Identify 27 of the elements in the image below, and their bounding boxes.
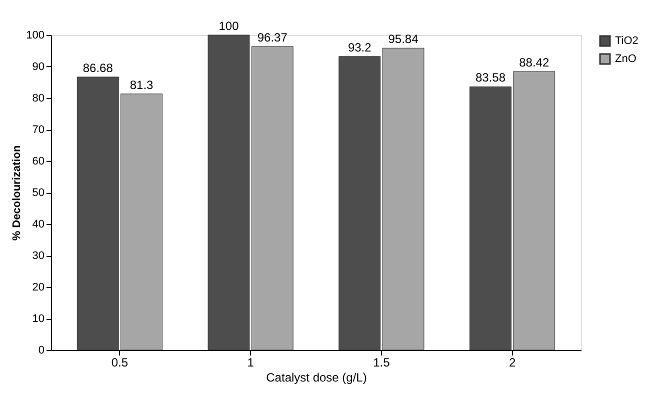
- data-label: 100: [218, 19, 240, 33]
- y-tick-label: 40: [32, 218, 44, 230]
- y-axis-title: % Decolourization: [11, 145, 24, 241]
- data-label: 96.37: [257, 30, 288, 44]
- y-tick-label: 20: [32, 282, 44, 294]
- x-tick-label: 0.5: [111, 356, 128, 370]
- y-tick-label: 100: [26, 30, 44, 42]
- legend-label: TiO2: [615, 35, 638, 47]
- y-tick-label: 60: [32, 156, 44, 168]
- y-tick-label: 80: [32, 92, 44, 104]
- x-tick-label: 2: [508, 356, 516, 370]
- data-label: 83.58: [475, 70, 506, 85]
- x-tick-label: 1.5: [373, 356, 390, 370]
- data-label: 86.68: [82, 60, 114, 75]
- data-label: 95.84: [388, 32, 419, 46]
- y-tick-label: 70: [32, 124, 44, 136]
- data-label: 88.42: [519, 55, 550, 70]
- y-tick-label: 10: [32, 313, 44, 325]
- y-tick-label: 50: [32, 187, 44, 199]
- x-tick-label: 1: [247, 356, 254, 370]
- x-axis-title: Catalyst dose (g/L): [266, 370, 367, 384]
- y-tick-label: 30: [32, 250, 44, 262]
- legend-label: ZnO: [615, 53, 637, 65]
- y-tick-label: 90: [32, 61, 44, 73]
- data-label: 81.3: [130, 78, 154, 92]
- data-label: 93.2: [348, 40, 372, 54]
- y-tick-label: 0: [38, 344, 44, 356]
